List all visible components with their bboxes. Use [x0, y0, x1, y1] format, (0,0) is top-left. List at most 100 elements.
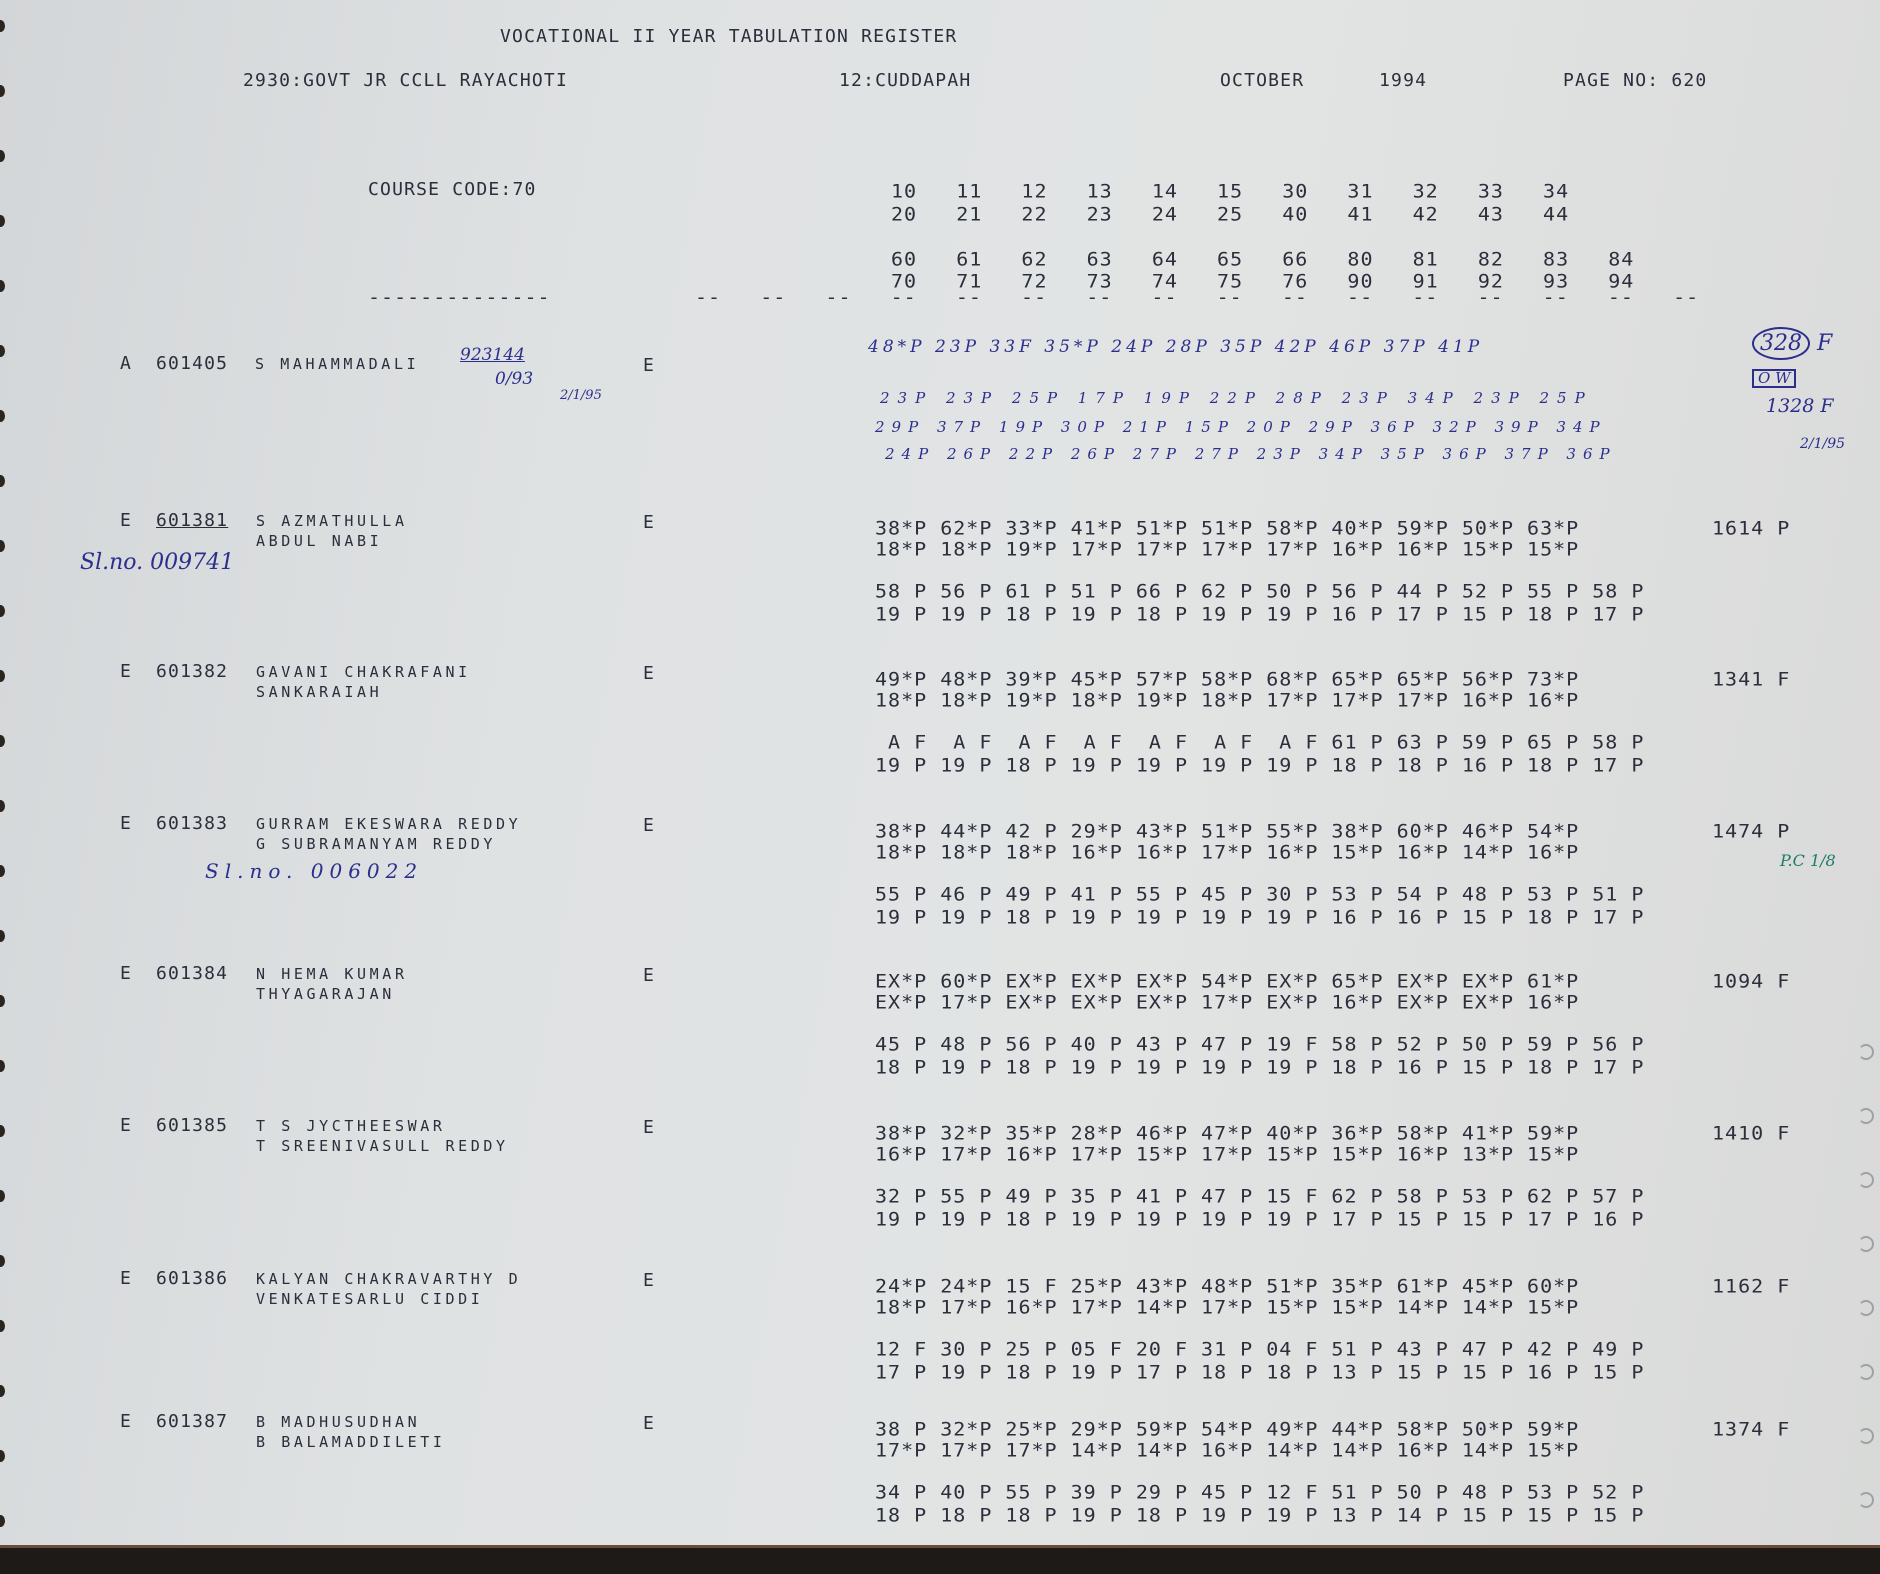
binding-hole-icon [0, 1320, 5, 1332]
binding-hole-icon [0, 85, 5, 97]
handwritten-marks-line: 48*P 23P 33F 35*P 24P 28P 35P 42P 46P 37… [868, 337, 1484, 357]
student-record: E 601386 KALYAN CHAKRAVARTHY D VENKATESARLU… [0, 1270, 1880, 1390]
handwritten-total: 328 F [1752, 327, 1833, 360]
district: 12:CUDDAPAH [839, 70, 972, 91]
record-category: E [120, 661, 133, 682]
binding-hole-icon [0, 735, 5, 747]
parent-name: VENKATESARLU CIDDI [256, 1290, 484, 1308]
marks-line-4: 19 P 19 P 18 P 19 P 19 P 19 P 19 P 17 P … [875, 1207, 1645, 1231]
marks-line-4: 18 P 19 P 18 P 19 P 19 P 19 P 19 P 18 P … [875, 1055, 1645, 1079]
binding-ring-icon [1858, 1492, 1874, 1508]
college-name: 2930:GOVT JR CCLL RAYACHOTI [243, 70, 568, 91]
marks-line-3: 55 P 46 P 49 P 41 P 55 P 45 P 30 P 53 P … [875, 882, 1645, 906]
marks-line-3: 45 P 48 P 56 P 40 P 43 P 47 P 19 F 58 P … [875, 1032, 1645, 1056]
marks-line-2: 18*P 18*P 19*P 17*P 17*P 17*P 17*P 16*P … [875, 537, 1580, 561]
binding-hole-icon [0, 540, 5, 552]
column-codes-row-2: 20 21 22 23 24 25 40 41 42 43 44 [891, 202, 1570, 226]
record-medium: E [643, 1270, 656, 1291]
parent-name: B BALAMADDILETI [256, 1433, 446, 1451]
parent-name: ABDUL NABI [256, 532, 383, 550]
binding-hole-icon [0, 215, 5, 227]
marks-line-3: 34 P 40 P 55 P 39 P 29 P 45 P 12 F 51 P … [875, 1480, 1645, 1504]
record-category: A [120, 353, 133, 374]
handwritten-serial-note: Sl.no. 009741 [80, 550, 235, 575]
handwritten-total-result: F [1817, 331, 1833, 356]
handwritten-marks-line: 24P 26P 22P 26P 27P 27P 23P 34P 35P 36P … [885, 445, 1617, 463]
student-record: E 601381 S AZMATHULLA ABDUL NABI E 38*P 62*P … [0, 512, 1880, 632]
binding-ring-icon [1858, 1108, 1874, 1124]
marks-line-4: 19 P 19 P 18 P 19 P 18 P 19 P 19 P 16 P … [875, 602, 1645, 626]
column-codes-row-1: 10 11 12 13 14 15 30 31 32 33 34 [891, 179, 1570, 203]
binding-hole-icon [0, 410, 5, 422]
student-name: S AZMATHULLA [256, 512, 408, 530]
parent-name: SANKARAIAH [256, 683, 383, 701]
binding-hole-icon [0, 20, 5, 32]
grand-total: 1614 P [1712, 516, 1791, 540]
student-record: E 601387 B MADHUSUDHAN B BALAMADDILETI E 38 P… [0, 1413, 1880, 1533]
binding-hole-icon [0, 150, 5, 162]
page-bottom-edge [0, 1545, 1880, 1574]
binding-hole-icon [0, 1255, 5, 1267]
record-roll-number: 601384 [156, 963, 229, 984]
grand-total: 1474 P [1712, 819, 1791, 843]
binding-hole-icon [0, 1515, 5, 1527]
handwritten-marks-line: 29P 37P 19P 30P 21P 15P 20P 29P 36P 32P … [875, 418, 1607, 436]
marks-line-3: A F A F A F A F A F A F A F 61 P 63 P 59… [875, 730, 1645, 754]
record-medium: E [643, 355, 656, 376]
binding-hole-icon [0, 605, 5, 617]
grand-total: 1374 F [1712, 1417, 1791, 1441]
handwritten-total-2: 1328 F [1766, 395, 1834, 417]
marks-line-1: 24*P 24*P 15 F 25*P 43*P 48*P 51*P 35*P … [875, 1274, 1580, 1298]
parent-name: T SREENIVASULL REDDY [256, 1137, 509, 1155]
marks-line-2: 18*P 18*P 18*P 16*P 16*P 17*P 16*P 15*P … [875, 840, 1580, 864]
column-codes-row-3: 60 61 62 63 64 65 66 80 81 82 83 84 [891, 247, 1635, 271]
student-name: T S JYCTHEESWAR [256, 1117, 446, 1135]
handwritten-date-2: 2/1/95 [1800, 436, 1846, 452]
marks-line-1: 38*P 62*P 33*P 41*P 51*P 51*P 58*P 40*P … [875, 516, 1580, 540]
binding-hole-icon [0, 475, 5, 487]
record-category: E [120, 813, 133, 834]
student-name: N HEMA KUMAR [256, 965, 408, 983]
binding-hole-icon [0, 1190, 5, 1202]
marks-line-2: 18*P 18*P 19*P 18*P 19*P 18*P 17*P 17*P … [875, 688, 1580, 712]
grand-total: 1162 F [1712, 1274, 1791, 1298]
marks-line-2: EX*P 17*P EX*P EX*P EX*P 17*P EX*P 16*P … [875, 990, 1580, 1014]
record-roll-number: 601387 [156, 1411, 229, 1432]
marks-line-3: 12 F 30 P 25 P 05 F 20 F 31 P 04 F 51 P … [875, 1337, 1645, 1361]
header-rule-left: -------------- [368, 285, 551, 309]
grand-total: 1094 F [1712, 969, 1791, 993]
page-number: PAGE NO: 620 [1563, 70, 1708, 91]
record-roll-number: 601382 [156, 661, 229, 682]
register-title: VOCATIONAL II YEAR TABULATION REGISTER [500, 26, 958, 47]
binding-ring-icon [1858, 1236, 1874, 1252]
grand-total: 1410 F [1712, 1121, 1791, 1145]
marks-line-1: 38*P 32*P 35*P 28*P 46*P 47*P 40*P 36*P … [875, 1121, 1580, 1145]
binding-hole-icon [0, 670, 5, 682]
binding-ring-icon [1858, 1300, 1874, 1316]
record-medium: E [643, 1117, 656, 1138]
binding-hole-icon [0, 930, 5, 942]
marks-line-4: 18 P 18 P 18 P 19 P 18 P 19 P 19 P 13 P … [875, 1503, 1645, 1527]
student-name: GURRAM EKESWARA REDDY [256, 815, 522, 833]
parent-name: G SUBRAMANYAM REDDY [256, 835, 496, 853]
student-record: E 601383 GURRAM EKESWARA REDDY G SUBRAMANYA… [0, 815, 1880, 935]
handwritten-note: 923144 [460, 345, 525, 365]
binding-hole-icon [0, 1450, 5, 1462]
column-codes-row-4: 70 71 72 73 74 75 76 90 91 92 93 94 [891, 269, 1635, 293]
handwritten-total-value: 328 [1752, 327, 1810, 360]
record-name: S MAHAMMADALI [255, 355, 420, 373]
record-medium: E [643, 815, 656, 836]
record-category: E [120, 1115, 133, 1136]
handwritten-date: 2/1/95 [560, 388, 602, 403]
student-record: E 601385 T S JYCTHEESWAR T SREENIVASULL RED… [0, 1117, 1880, 1237]
record-medium: E [643, 965, 656, 986]
marks-line-1: EX*P 60*P EX*P EX*P EX*P 54*P EX*P 65*P … [875, 969, 1580, 993]
record-medium: E [643, 1413, 656, 1434]
record-category: E [120, 510, 133, 531]
binding-ring-icon [1858, 1364, 1874, 1380]
record-category: E [120, 1411, 133, 1432]
record-roll-number: 601385 [156, 1115, 229, 1136]
binding-hole-icon [0, 1060, 5, 1072]
record-category: E [120, 963, 133, 984]
marks-line-4: 17 P 19 P 18 P 19 P 17 P 18 P 18 P 13 P … [875, 1360, 1645, 1384]
